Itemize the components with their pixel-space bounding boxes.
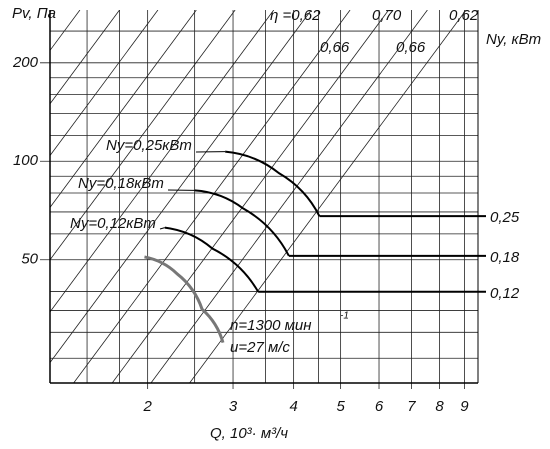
x-tick-label: 9 [460, 398, 469, 415]
curve-label: Ny=0,12кВт [70, 215, 156, 232]
efficiency-line [73, 10, 351, 383]
efficiency-line [189, 10, 467, 383]
efficiency-label: 0,62 [449, 7, 479, 24]
power-label: 0,12 [490, 285, 520, 302]
y-tick-label: 50 [21, 251, 38, 268]
efficiency-line [150, 10, 428, 383]
curve [144, 255, 225, 344]
y2-axis-title: Ny, кВт [486, 31, 541, 48]
efficiency-line [50, 10, 120, 105]
x-tick-label: 6 [375, 398, 384, 415]
annotation-sup: -1 [340, 311, 349, 322]
x-axis-title: Q, 10³· м³/ч [210, 425, 288, 442]
efficiency-label: η =0,62 [270, 7, 321, 24]
efficiency-line [50, 10, 236, 261]
curve-label: Ny=0,18кВт [78, 175, 164, 192]
efficiency-line [50, 10, 275, 313]
leader [159, 227, 165, 230]
curve-label: Ny=0,25кВт [106, 137, 192, 154]
curve [164, 226, 260, 293]
efficiency-label: 0,66 [396, 39, 426, 56]
y-axis-title: Pv, Па [12, 5, 56, 22]
annotation: n=1300 мин [230, 317, 312, 334]
x-tick-label: 4 [289, 398, 297, 415]
annotation: u=27 м/с [230, 339, 290, 356]
curve [225, 150, 321, 217]
power-label: 0,18 [490, 249, 520, 266]
efficiency-line [111, 10, 389, 383]
x-tick-label: 3 [229, 398, 238, 415]
y-tick-label: 100 [13, 152, 39, 169]
efficiency-line [50, 10, 197, 209]
efficiency-line [50, 10, 159, 157]
efficiency-line [50, 10, 312, 364]
y-tick-label: 200 [12, 54, 39, 71]
efficiency-label: 0,70 [372, 7, 402, 24]
x-tick-label: 7 [407, 398, 416, 415]
x-tick-label: 8 [435, 398, 444, 415]
efficiency-label: 0,66 [320, 39, 350, 56]
power-label: 0,25 [490, 209, 520, 226]
x-tick-label: 2 [142, 398, 152, 415]
x-tick-label: 5 [336, 398, 345, 415]
curve [194, 189, 290, 257]
